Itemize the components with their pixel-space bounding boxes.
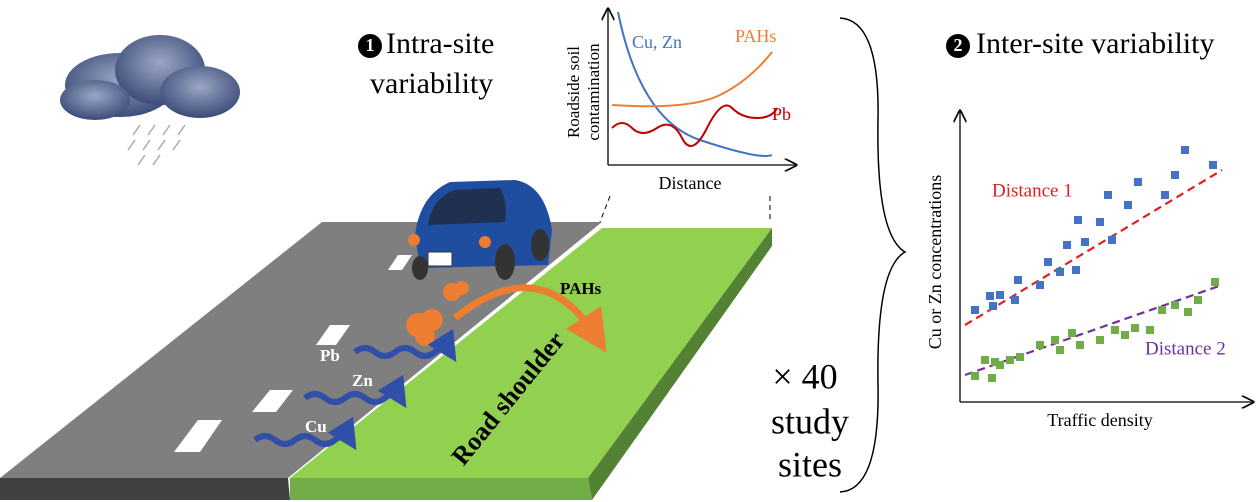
scatter-point: [1096, 218, 1104, 226]
axis-label: Traffic density: [1047, 410, 1153, 430]
scatter-point: [988, 374, 996, 382]
scatter-point: [1072, 266, 1080, 274]
line-label: Distance 1: [992, 180, 1073, 201]
axis-label: Distance: [659, 173, 722, 193]
scatter-point: [981, 356, 989, 364]
badge: [358, 34, 382, 58]
intra-label: Intra-site: [386, 27, 494, 60]
scatter-point: [1124, 201, 1132, 209]
scatter-point: [1121, 331, 1129, 339]
road: [0, 222, 772, 500]
exhaust: [406, 281, 469, 346]
scatter-point: [1063, 241, 1071, 249]
scatter-point: [1096, 336, 1104, 344]
sites-label: sites: [778, 444, 842, 484]
scatter-point: [1158, 306, 1166, 314]
scatter-point: [1056, 346, 1064, 354]
scatter-point: [1181, 146, 1189, 154]
line-label: Distance 2: [1145, 338, 1226, 359]
road-label: Zn: [352, 371, 373, 390]
scatter-point: [1131, 324, 1139, 332]
scatter-point: [971, 306, 979, 314]
scatter-point: [1056, 268, 1064, 276]
axis-label: Roadside soil: [564, 46, 583, 138]
brace: [839, 17, 907, 493]
scatter-point: [1068, 329, 1076, 337]
badge-number: 1: [366, 35, 375, 55]
road-label: PAHs: [560, 279, 602, 298]
scatter-point: [1011, 296, 1019, 304]
car: [408, 180, 552, 280]
curve-label: Pb: [772, 104, 791, 124]
scatter-point: [1016, 353, 1024, 361]
road-label: Pb: [320, 346, 340, 365]
scatter-point: [1184, 308, 1192, 316]
inter-site-chart: [960, 112, 1252, 402]
scatter-point: [1108, 236, 1116, 244]
scatter-point: [1044, 258, 1052, 266]
scatter-point: [991, 358, 999, 366]
road-label: Cu: [305, 417, 327, 436]
metal-arrows: [253, 328, 457, 451]
scatter-point: [1211, 278, 1219, 286]
scatter-point: [989, 302, 997, 310]
pahs-arrow: [452, 284, 607, 353]
scatter-point: [971, 372, 979, 380]
scatter-point: [1104, 191, 1112, 199]
sites-label: × 40: [772, 356, 837, 396]
scatter-point: [1171, 171, 1179, 179]
sites-label: study: [771, 401, 849, 441]
scatter-point: [1081, 238, 1089, 246]
scatter-point: [1014, 276, 1022, 284]
curve-label: Cu, Zn: [632, 32, 682, 52]
inter-label: Inter-site variability: [976, 27, 1214, 60]
scatter-point: [996, 291, 1004, 299]
scatter-point: [1171, 301, 1179, 309]
scatter-point: [986, 292, 994, 300]
badge-number: 2: [954, 35, 963, 55]
rain-cloud: [60, 35, 240, 166]
axis-label: contamination: [584, 43, 603, 141]
scatter-point: [1036, 341, 1044, 349]
scatter-point: [1036, 281, 1044, 289]
scatter-point: [996, 361, 1004, 369]
intra-label: variability: [370, 67, 493, 100]
curve-label: PAHs: [735, 26, 776, 46]
scatter-point: [1074, 216, 1082, 224]
scatter-point: [1209, 161, 1217, 169]
scatter-point: [1194, 296, 1202, 304]
scatter-point: [1111, 326, 1119, 334]
scatter-point: [1006, 356, 1014, 364]
scatter-point: [1161, 191, 1169, 199]
badge: [946, 34, 970, 58]
scatter-point: [1076, 341, 1084, 349]
scatter-point: [1134, 178, 1142, 186]
scatter-point: [1051, 336, 1059, 344]
axis-label: Cu or Zn concentrations: [925, 175, 945, 349]
scatter-point: [1146, 326, 1154, 334]
inset-chart: [599, 10, 795, 223]
